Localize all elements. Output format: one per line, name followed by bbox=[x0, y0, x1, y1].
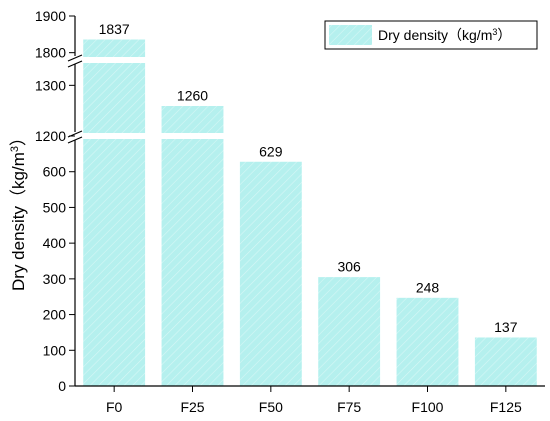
x-tick-label: F0 bbox=[106, 399, 123, 415]
y-tick-label: 1300 bbox=[35, 77, 66, 93]
bar-F75 bbox=[317, 276, 381, 387]
x-tick-label: F75 bbox=[337, 399, 361, 415]
y-tick-label: 600 bbox=[43, 164, 67, 180]
legend: Dry density（kg/m3） bbox=[324, 20, 538, 50]
bars-layer bbox=[82, 38, 538, 387]
x-tick-label: F125 bbox=[490, 399, 522, 415]
axis-break-mark bbox=[67, 136, 83, 144]
y-tick-label: 1200 bbox=[35, 128, 66, 144]
bar-hatch bbox=[82, 39, 146, 386]
bar-hatch bbox=[317, 276, 381, 386]
axis-break-gap bbox=[76, 133, 546, 139]
legend-swatch-hatch bbox=[329, 25, 372, 45]
y-tick-label: 300 bbox=[43, 271, 67, 287]
data-label: 248 bbox=[416, 279, 440, 295]
axis-break-mark bbox=[67, 60, 83, 68]
axis-break-mark bbox=[67, 54, 83, 62]
axis-break-gap bbox=[76, 57, 546, 63]
y-tick-label: 0 bbox=[58, 378, 66, 394]
bar-hatch bbox=[239, 161, 303, 386]
y-tick-label: 400 bbox=[43, 235, 67, 251]
y-axis-title-main: Dry density（kg/m bbox=[9, 152, 28, 291]
bar-hatch bbox=[161, 105, 224, 386]
y-tick-label: 100 bbox=[43, 342, 67, 358]
legend-label-main: Dry density（kg/m bbox=[378, 27, 492, 43]
y-tick-label: 500 bbox=[43, 199, 67, 215]
y-tick-label: 200 bbox=[43, 307, 67, 323]
y-axis-title-tail: ） bbox=[9, 129, 28, 146]
bar-F100 bbox=[395, 297, 460, 387]
bar-F125 bbox=[474, 336, 538, 387]
axis-layer bbox=[67, 15, 546, 392]
x-tick-label: F100 bbox=[412, 399, 444, 415]
bar-F50 bbox=[239, 160, 303, 387]
bar-F0 bbox=[82, 38, 146, 387]
legend-label: Dry density（kg/m3） bbox=[378, 27, 511, 43]
data-label: 137 bbox=[494, 319, 518, 335]
y-axis-title: Dry density（kg/m3） bbox=[9, 129, 28, 291]
labels-layer: 1837 F0 1260 F25 629 F50 306 F75 248 F100 137 F125 0… bbox=[35, 8, 522, 415]
data-label: 1260 bbox=[177, 88, 208, 104]
y-axis-title-sup: 3 bbox=[9, 146, 21, 152]
x-tick-label: F50 bbox=[259, 399, 283, 415]
legend-label-sup: 3 bbox=[492, 27, 497, 37]
data-label: 629 bbox=[259, 143, 283, 159]
y-tick-label: 1800 bbox=[35, 45, 66, 61]
data-label: 306 bbox=[337, 259, 361, 275]
y-tick-label: 1900 bbox=[35, 8, 66, 24]
bar-hatch bbox=[396, 297, 459, 386]
data-label: 1837 bbox=[99, 21, 130, 37]
x-tick-label: F25 bbox=[180, 399, 204, 415]
bar-hatch bbox=[474, 337, 538, 386]
legend-label-tail: ） bbox=[497, 27, 511, 43]
bar-F25 bbox=[160, 105, 225, 387]
